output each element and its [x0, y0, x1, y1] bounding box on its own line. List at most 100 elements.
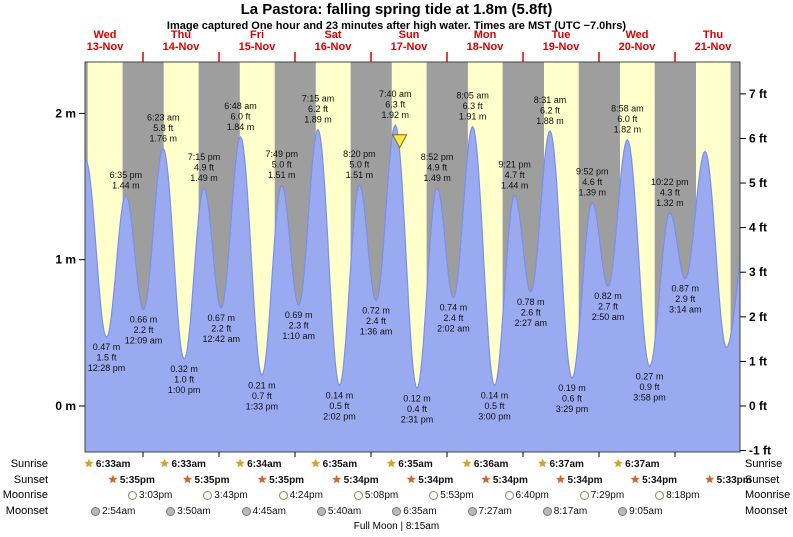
- low-tide-annotation: 0.14 m 0.5 ft 3:00 pm: [478, 391, 511, 422]
- day-label-weekday: Sun: [399, 29, 420, 41]
- low-tide-annotation: 0.87 m 2.9 ft 3:14 am: [669, 284, 702, 315]
- y-axis-right-label: 6 ft: [749, 131, 767, 145]
- sunset-icon: ★: [331, 473, 342, 486]
- moonset-entry: 3:50am: [166, 505, 211, 518]
- sunset-icon: ★: [108, 473, 118, 486]
- sunrise-time: 6:37am: [549, 459, 584, 470]
- day-label-weekday: Mon: [474, 29, 497, 41]
- sunset-icon: ★: [481, 473, 491, 486]
- moonrise-entry: 3:43pm: [203, 489, 248, 502]
- y-axis-right-label: 4 ft: [749, 221, 767, 235]
- y-axis-left-label: 1 m: [55, 253, 76, 267]
- day-label-weekday: Fri: [250, 29, 264, 41]
- moonrise-time: 4:24pm: [289, 490, 323, 501]
- moonset-icon: [241, 506, 251, 516]
- sunset-entry: ★ 5:34pm: [556, 474, 603, 487]
- day-label-date: 16-Nov: [315, 41, 353, 53]
- sunset-entry: ★ 5:35pm: [257, 474, 304, 487]
- moonset-entry: 7:27am: [467, 505, 512, 518]
- sunset-entry: ★ 5:34pm: [406, 474, 453, 487]
- moonset-icon: [542, 506, 552, 516]
- low-tide-annotation: 0.66 m 2.2 ft 12:09 am: [125, 314, 163, 345]
- sunrise-icon: ★: [462, 458, 472, 470]
- sunrise-entry: ★ 6:35am: [311, 458, 357, 471]
- sunrise-time: 6:35am: [322, 459, 358, 470]
- sunrise-row-label-right: Sunrise: [745, 458, 783, 470]
- high-tide-annotation: 9:21 pm 4.7 ft 1.44 m: [498, 159, 531, 190]
- high-tide-annotation: 7:15 am 6.2 ft 1.89 m: [302, 94, 335, 125]
- sunrise-time: 6:33am: [171, 459, 206, 470]
- sunset-icon: ★: [555, 473, 566, 486]
- day-label-weekday: Tue: [552, 29, 571, 41]
- moonset-time: 9:05am: [629, 505, 663, 517]
- sunrise-time: 6:36am: [473, 459, 509, 470]
- moonset-time: 5:40am: [327, 505, 362, 517]
- sunrise-icon: ★: [310, 458, 321, 470]
- moonrise-row-label-left: Moonrise: [2, 489, 48, 501]
- tide-area: [85, 125, 740, 452]
- moonset-icon: [316, 506, 326, 516]
- sunset-row-label-left: Sunset: [13, 473, 48, 486]
- sunset-icon: ★: [182, 473, 193, 486]
- moonrise-icon: [429, 491, 439, 500]
- day-label-date: 21-Nov: [695, 41, 733, 53]
- page-title: La Pastora: falling spring tide at 1.8m …: [240, 1, 553, 18]
- high-tide-annotation: 6:35 pm 1.44 m: [110, 170, 143, 191]
- moonset-row-label-right: Moonset: [745, 504, 788, 517]
- sunset-time: 5:35pm: [269, 474, 305, 486]
- current-time-marker: [391, 134, 408, 149]
- day-label-weekday: Thu: [703, 29, 723, 41]
- moonrise-time: 6:40pm: [515, 490, 549, 501]
- y-axis-right-label: -1 ft: [749, 444, 771, 458]
- low-tide-annotation: 0.78 m 2.6 ft 2:27 am: [514, 297, 547, 328]
- moonrise-icon: [128, 491, 137, 500]
- y-axis-left-label: 0 m: [55, 399, 76, 413]
- sunrise-icon: ★: [386, 458, 397, 470]
- moonrise-entry: 7:29pm: [579, 489, 625, 502]
- sunrise-time: 6:37am: [625, 459, 660, 470]
- moonset-time: 2:54am: [102, 505, 136, 517]
- moonrise-icon: [203, 491, 213, 500]
- high-tide-annotation: 7:49 pm 5.0 ft 1.51 m: [265, 149, 298, 180]
- sunset-time: 5:34pm: [567, 474, 603, 486]
- sunrise-entry: ★ 6:37am: [613, 458, 659, 471]
- sunset-row-label-right: Sunset: [745, 473, 780, 486]
- sunrise-entry: ★ 6:37am: [538, 458, 584, 471]
- high-tide-annotation: 8:52 pm 4.9 ft 1.49 m: [421, 152, 454, 183]
- low-tide-annotation: 0.32 m 1.0 ft 1:00 pm: [168, 364, 201, 395]
- moonset-entry: 9:05am: [618, 505, 662, 518]
- sunrise-time: 6:33am: [95, 459, 131, 470]
- moonset-time: 3:50am: [177, 505, 211, 517]
- moonset-entry: 4:45am: [241, 505, 286, 518]
- moonrise-time: 5:53pm: [440, 490, 474, 501]
- low-tide-annotation: 0.74 m 2.4 ft 2:02 am: [437, 303, 470, 334]
- sunrise-icon: ★: [613, 458, 624, 470]
- day-label-date: 20-Nov: [619, 41, 657, 53]
- high-tide-annotation: 6:48 am 6.0 ft 1.84 m: [224, 101, 257, 132]
- moonrise-icon: [655, 491, 665, 500]
- moonrise-time: 7:29pm: [590, 490, 625, 501]
- high-tide-annotation: 8:05 am 6.3 ft 1.91 m: [456, 91, 489, 122]
- y-axis-left-label: 2 m: [55, 106, 76, 120]
- sunrise-icon: ★: [537, 458, 548, 470]
- moonrise-time: 8:18pm: [666, 490, 700, 501]
- high-tide-annotation: 8:31 am 6.2 ft 1.88 m: [534, 95, 567, 126]
- moonset-icon: [166, 506, 176, 516]
- day-label-weekday: Wed: [93, 29, 116, 41]
- sunset-entry: ★ 5:35pm: [183, 474, 230, 487]
- y-axis-right-label: 5 ft: [749, 176, 767, 190]
- day-label-date: 19-Nov: [543, 41, 581, 53]
- sunrise-time: 6:34am: [247, 459, 282, 470]
- moonset-entry: 2:54am: [91, 505, 135, 518]
- moon-phase: Full Moon | 8:15am: [353, 521, 440, 532]
- moonrise-icon: [504, 491, 514, 500]
- y-axis-right-label: 2 ft: [749, 310, 767, 324]
- moonrise-time: 5:08pm: [364, 490, 399, 501]
- moonset-time: 6:35am: [403, 505, 437, 517]
- sunrise-entry: ★ 6:33am: [84, 458, 130, 471]
- moonrise-icon: [579, 491, 589, 500]
- high-tide-annotation: 6:23 am 5.8 ft 1.76 m: [147, 113, 180, 144]
- low-tide-annotation: 0.14 m 0.5 ft 2:02 pm: [323, 391, 356, 422]
- moonset-time: 4:45am: [252, 505, 286, 517]
